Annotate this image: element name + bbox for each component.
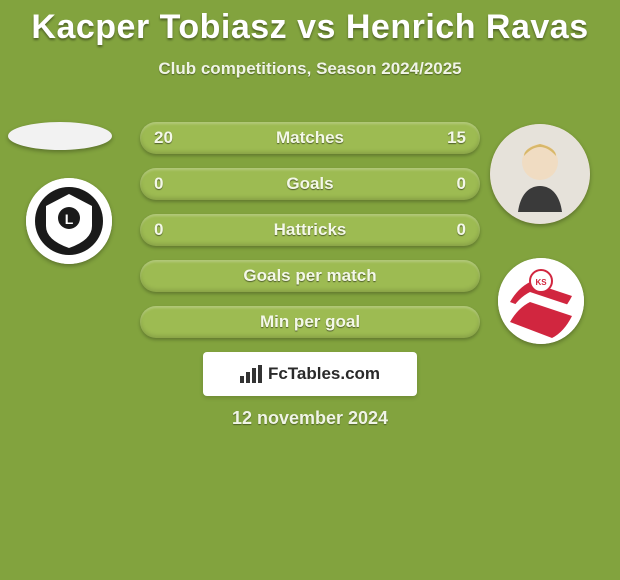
subtitle: Club competitions, Season 2024/2025: [0, 59, 620, 79]
stat-row-matches: 20 Matches 15: [140, 122, 480, 154]
brand-text: FcTables.com: [268, 364, 380, 384]
player1-club-badge: L: [26, 178, 112, 264]
brand-badge: FcTables.com: [203, 352, 417, 396]
stat-label: Goals: [286, 174, 333, 194]
stat-right-value: 15: [447, 128, 466, 148]
svg-text:KS: KS: [535, 278, 547, 287]
stat-left-value: 0: [154, 174, 163, 194]
stat-row-goals: 0 Goals 0: [140, 168, 480, 200]
player2-club-badge: KS: [498, 258, 584, 344]
stat-right-value: 0: [457, 174, 466, 194]
stat-label: Matches: [276, 128, 344, 148]
stat-right-value: 0: [457, 220, 466, 240]
player2-photo: [490, 124, 590, 224]
stat-left-value: 20: [154, 128, 173, 148]
comparison-card: Kacper Tobiasz vs Henrich Ravas Club com…: [0, 0, 620, 580]
bar-chart-icon: [240, 365, 262, 383]
stats-rows: 20 Matches 15 0 Goals 0 0 Hattricks 0 Go…: [140, 122, 480, 352]
svg-text:L: L: [65, 211, 74, 227]
player1-photo: [8, 122, 112, 150]
page-title: Kacper Tobiasz vs Henrich Ravas: [0, 0, 620, 47]
avatar-icon: [490, 124, 590, 224]
stat-left-value: 0: [154, 220, 163, 240]
stat-row-mpg: Min per goal: [140, 306, 480, 338]
stat-label: Hattricks: [274, 220, 347, 240]
club-badge-icon: L: [26, 178, 112, 264]
stat-label: Min per goal: [260, 312, 360, 332]
date-text: 12 november 2024: [0, 408, 620, 429]
stat-label: Goals per match: [243, 266, 376, 286]
club-badge-icon: KS: [498, 258, 584, 344]
stat-row-hattricks: 0 Hattricks 0: [140, 214, 480, 246]
stat-row-gpm: Goals per match: [140, 260, 480, 292]
